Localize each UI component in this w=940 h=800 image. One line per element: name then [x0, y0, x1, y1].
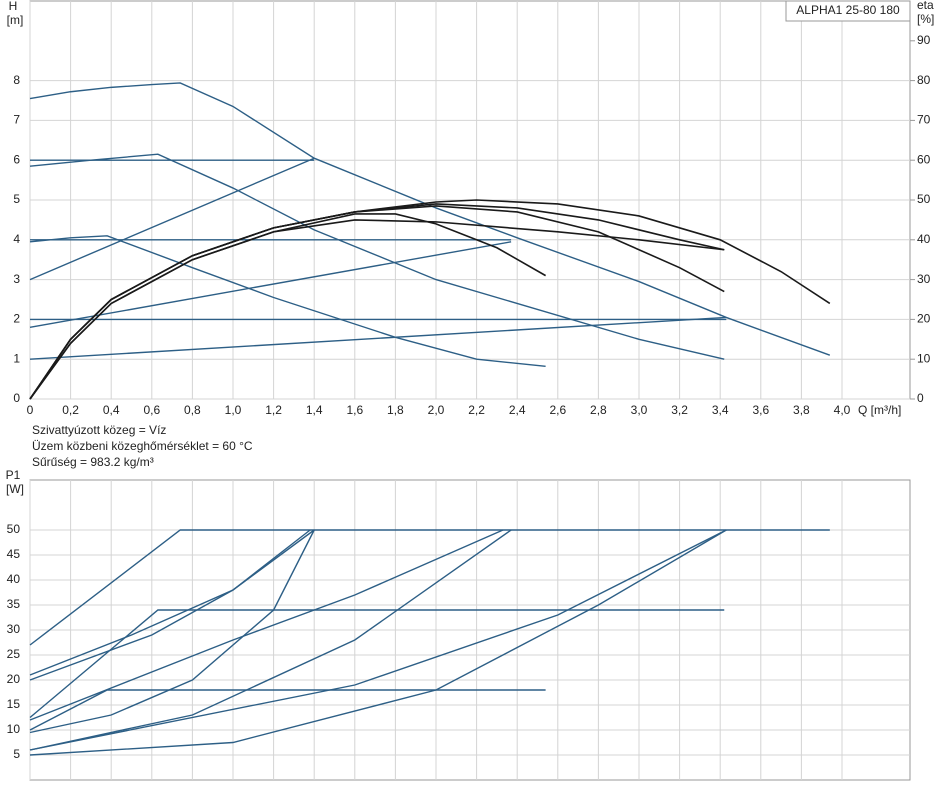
x-tick-label: 1,8	[387, 403, 404, 417]
y-tick-label: 45	[7, 547, 21, 561]
y-tick-label: 30	[7, 622, 21, 636]
x-tick-label: 3,8	[793, 403, 810, 417]
curve	[29, 529, 727, 751]
y-tick-label: 2	[13, 312, 20, 326]
y2-axis-label: eta	[917, 0, 934, 12]
y-tick-label: 5	[13, 747, 20, 761]
x-tick-label: 1,4	[306, 403, 323, 417]
y2-tick-label: 20	[917, 312, 931, 326]
x-tick-label: 4,0	[834, 403, 851, 417]
curve	[29, 529, 830, 646]
y-tick-label: 50	[7, 522, 21, 536]
y-axis-label: H	[9, 0, 18, 13]
x-tick-label: 1,2	[265, 403, 282, 417]
x-tick-label: 3,4	[712, 403, 729, 417]
x-tick-label: 2,8	[590, 403, 607, 417]
x-tick-label: 0,8	[184, 403, 201, 417]
curve	[29, 82, 831, 356]
x-tick-label: 3,0	[631, 403, 648, 417]
x-tick-label: 2,4	[509, 403, 526, 417]
y-tick-label: 7	[13, 113, 20, 127]
x-tick-label: 0,2	[62, 403, 79, 417]
x-tick-label: 2,2	[468, 403, 485, 417]
curve	[29, 529, 315, 676]
annotation: Üzem közbeni közeghőmérséklet = 60 °C	[32, 439, 253, 453]
annotation: Sűrűség = 983.2 kg/m³	[32, 455, 154, 469]
x-tick-label: 3,2	[671, 403, 688, 417]
x-tick-label: 0	[27, 403, 34, 417]
y2-tick-label: 70	[917, 113, 931, 127]
x-tick-label: 0,6	[143, 403, 160, 417]
y2-tick-label: 40	[917, 232, 931, 246]
y-tick-label: 8	[13, 73, 20, 87]
y-tick-label: 0	[13, 391, 20, 405]
curve	[29, 153, 725, 360]
curve	[29, 157, 315, 281]
curve	[29, 529, 311, 681]
y2-tick-label: 80	[917, 73, 931, 87]
y-tick-label: 1	[13, 351, 20, 365]
y-axis-label: P1	[6, 468, 21, 482]
y2-tick-label: 60	[917, 152, 931, 166]
y2-tick-label: 90	[917, 33, 931, 47]
y2-tick-label: 50	[917, 192, 931, 206]
x-tick-label: 1,0	[225, 403, 242, 417]
y-tick-label: 10	[7, 722, 21, 736]
y-tick-label: 25	[7, 647, 21, 661]
y-tick-label: 3	[13, 272, 20, 286]
curve	[29, 529, 504, 721]
y-tick-label: 4	[13, 232, 20, 246]
x-tick-label: 3,6	[752, 403, 769, 417]
curve	[29, 529, 315, 734]
y-axis-unit: [m]	[7, 13, 24, 27]
x-tick-label: 2,6	[549, 403, 566, 417]
curve	[29, 316, 727, 360]
legend-label: ALPHA1 25-80 180	[796, 3, 900, 17]
curve	[29, 241, 512, 329]
legend-box	[785, 0, 911, 22]
y2-axis-unit: [%]	[917, 12, 934, 26]
y-tick-label: 5	[13, 192, 20, 206]
y-tick-label: 6	[13, 152, 20, 166]
y2-tick-label: 10	[917, 351, 931, 365]
curve	[29, 203, 725, 400]
y2-tick-label: 0	[917, 391, 924, 405]
y-tick-label: 35	[7, 597, 21, 611]
curve	[29, 529, 512, 751]
y-tick-label: 20	[7, 672, 21, 686]
x-axis-label: Q [m³/h]	[858, 403, 901, 417]
curve	[29, 219, 725, 400]
y-tick-label: 40	[7, 572, 21, 586]
annotation: Szivattyúzott közeg = Víz	[32, 423, 166, 437]
y-tick-label: 15	[7, 697, 21, 711]
x-tick-label: 2,0	[428, 403, 445, 417]
x-tick-label: 1,6	[346, 403, 363, 417]
y2-tick-label: 30	[917, 272, 931, 286]
y-axis-unit: [W]	[6, 482, 24, 496]
x-tick-label: 0,4	[103, 403, 120, 417]
curve	[29, 689, 546, 731]
curve	[29, 609, 725, 719]
curve	[29, 235, 546, 368]
